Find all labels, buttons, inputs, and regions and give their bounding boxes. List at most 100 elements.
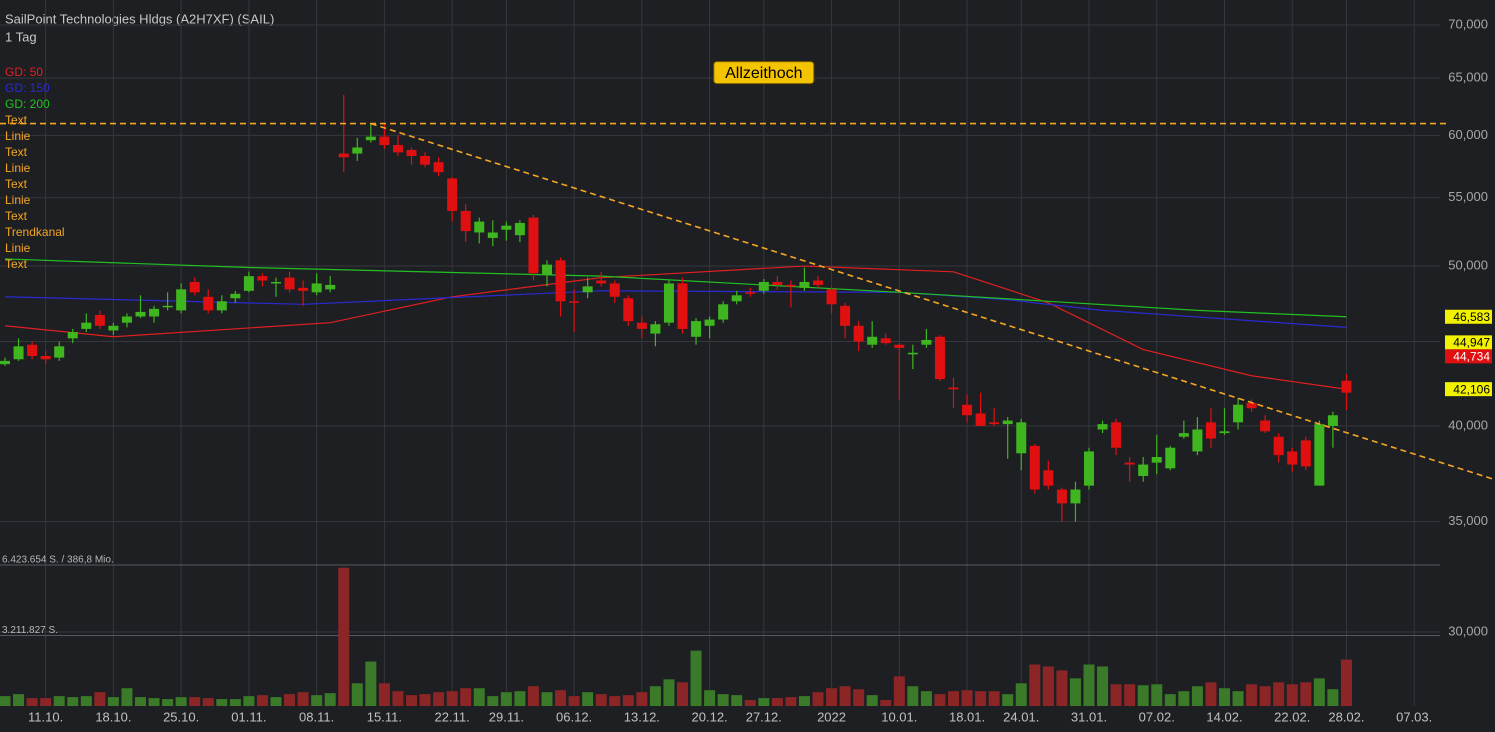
volume-bar [67,697,79,706]
volume-bar [975,691,987,706]
candle-body [934,336,945,380]
candle-body [1016,422,1027,454]
candle-body [1300,440,1311,467]
volume-bar [406,695,417,706]
volume-bar [40,698,52,706]
candle-body [772,281,783,285]
volume-bar [1313,678,1325,706]
candle-body [1097,424,1108,430]
volume-bar [758,698,770,706]
volume-bar [229,699,241,706]
candle-body [1178,433,1189,437]
volume-bar [1273,682,1285,706]
volume-bar [798,696,810,706]
candle-body [121,316,132,323]
volume-bar [162,699,174,706]
candle-body [230,293,241,299]
x-tick-label: 06.12. [556,709,592,724]
candle-body [623,298,634,322]
volume-bar [1286,684,1298,706]
tool-entry: Text [5,113,28,127]
candle-body [677,283,688,329]
volume-bar [812,692,824,706]
y-tick-label: 40,000 [1448,417,1488,432]
candle-body [1138,464,1149,476]
candle-body [352,147,363,154]
price-label: 44,734 [1453,350,1490,364]
candle-body [203,296,214,311]
candle-body [1002,420,1013,425]
volume-bar [677,682,688,706]
candle-body [1111,422,1122,448]
volume-bar [839,686,851,706]
candle-body [745,292,756,294]
volume-bar [826,688,838,706]
candle-body [609,283,620,297]
volume-bar [717,694,729,706]
volume-bar [243,696,255,706]
candle-body [433,162,444,173]
x-tick-label: 07.02. [1139,709,1175,724]
volume-bar [460,688,472,706]
candle-body [338,153,349,158]
volume-bar [1069,678,1081,706]
candle-body [582,286,593,293]
volume-bar [392,691,404,706]
x-tick-label: 18.10. [95,709,131,724]
candle-body [1219,431,1230,434]
volume-bar [1327,689,1339,706]
volume-bar [568,696,580,706]
candle-body [975,413,986,426]
candle-body [1233,404,1244,423]
volume-bar [1246,684,1258,706]
volume-bar [636,692,648,706]
candle-body [650,324,661,334]
candle-body [379,136,390,146]
volume-bar [744,700,756,706]
candle-body [758,281,769,291]
candle-body [1341,380,1352,393]
volume-bar [555,690,567,706]
candle-body [840,305,851,326]
y-tick-label: 70,000 [1448,16,1488,31]
candle-body [135,311,146,317]
volume-bar [256,695,268,706]
volume-bar [880,700,892,706]
chart-title: SailPoint Technologies Hldgs (A2H7XF) (S… [5,11,274,26]
tool-entry: Linie [5,241,31,255]
volume-bar [135,697,146,706]
x-tick-label: 22.02. [1274,709,1310,724]
x-tick-label: 20.12. [692,709,728,724]
volume-bar [107,697,119,706]
candle-body [284,277,295,290]
candle-body [1151,457,1162,463]
price-label: 42,106 [1453,382,1490,396]
volume-bar [582,692,594,706]
volume-bar [1002,694,1014,706]
candle-body [460,210,471,232]
candle-body [1043,470,1054,486]
candle-body [894,344,905,348]
candle-body [420,156,431,165]
volume-bar [1097,666,1109,706]
candle-body [40,355,51,360]
candle-body [1260,420,1271,432]
x-tick-label: 15.11. [367,709,402,724]
volume-bar [1300,682,1312,706]
volume-bar [433,692,445,706]
x-tick-label: 07.03. [1396,709,1432,724]
volume-bar [866,695,878,706]
x-tick-label: 22.11. [435,709,470,724]
x-tick-label: 01.11. [231,709,266,724]
candle-body [216,301,227,311]
candle-body [0,360,10,365]
y-tick-label: 50,000 [1448,257,1488,272]
volume-bar [202,698,214,706]
volume-bar [541,692,553,706]
candle-body [691,321,702,337]
volume-bar [446,691,458,706]
volume-bar [649,686,661,706]
volume-bar [595,694,607,706]
volume-bar [1164,694,1176,706]
candle-body [542,264,552,275]
